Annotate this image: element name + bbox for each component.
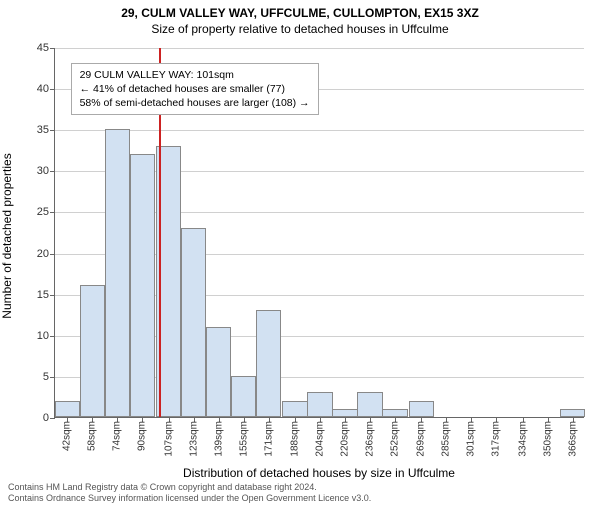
xtick-label: 220sqm	[339, 421, 350, 457]
ytick-mark	[50, 171, 55, 172]
xtick-label: 171sqm	[263, 421, 274, 457]
ytick-mark	[50, 48, 55, 49]
gridline	[55, 48, 584, 49]
histogram-bar	[307, 392, 332, 417]
ytick-mark	[50, 130, 55, 131]
xtick-label: 285sqm	[441, 421, 452, 457]
xtick-label: 107sqm	[163, 421, 174, 457]
xtick-label: 236sqm	[364, 421, 375, 457]
ytick-label: 10	[37, 330, 49, 342]
xtick-label: 269sqm	[416, 421, 427, 457]
histogram-bar	[105, 129, 130, 417]
histogram-bar	[206, 327, 231, 417]
ytick-label: 25	[37, 206, 49, 218]
xtick-label: 58sqm	[87, 421, 98, 451]
ytick-mark	[50, 418, 55, 419]
ytick-mark	[50, 377, 55, 378]
ytick-label: 0	[43, 412, 49, 424]
ytick-mark	[50, 212, 55, 213]
histogram-bar	[55, 401, 80, 417]
chart-title-sub: Size of property relative to detached ho…	[0, 22, 600, 36]
xtick-label: 74sqm	[112, 421, 123, 451]
chart-title-main: 29, CULM VALLEY WAY, UFFCULME, CULLOMPTO…	[0, 6, 600, 20]
footer-line: Contains HM Land Registry data © Crown c…	[8, 482, 371, 493]
histogram-bar	[409, 401, 434, 417]
histogram-bar	[130, 154, 155, 417]
xtick-label: 301sqm	[466, 421, 477, 457]
chart-area: 05101520253035404542sqm58sqm74sqm90sqm10…	[54, 48, 584, 418]
footer-line: Contains Ordnance Survey information lic…	[8, 493, 371, 504]
ytick-label: 40	[37, 83, 49, 95]
ytick-label: 45	[37, 42, 49, 54]
histogram-bar	[181, 228, 206, 417]
xtick-label: 334sqm	[517, 421, 528, 457]
ytick-mark	[50, 295, 55, 296]
histogram-bar	[256, 310, 281, 417]
info-box-line: ← 41% of detached houses are smaller (77…	[80, 82, 310, 96]
info-box-line: 29 CULM VALLEY WAY: 101sqm	[80, 68, 310, 82]
xtick-label: 252sqm	[389, 421, 400, 457]
info-box: 29 CULM VALLEY WAY: 101sqm← 41% of detac…	[71, 63, 319, 116]
histogram-bar	[382, 409, 407, 417]
xtick-label: 188sqm	[290, 421, 301, 457]
chart-container: 29, CULM VALLEY WAY, UFFCULME, CULLOMPTO…	[0, 6, 600, 506]
ytick-mark	[50, 254, 55, 255]
xtick-label: 42sqm	[62, 421, 73, 451]
xtick-label: 155sqm	[238, 421, 249, 457]
histogram-bar	[560, 409, 585, 417]
histogram-bar	[80, 285, 105, 417]
xtick-label: 139sqm	[213, 421, 224, 457]
gridline	[55, 130, 584, 131]
ytick-label: 35	[37, 124, 49, 136]
histogram-bar	[332, 409, 357, 417]
ytick-label: 15	[37, 289, 49, 301]
ytick-mark	[50, 336, 55, 337]
histogram-bar	[282, 401, 307, 417]
y-axis-title: Number of detached properties	[0, 153, 14, 318]
histogram-bar	[357, 392, 382, 417]
histogram-bar	[231, 376, 256, 417]
xtick-label: 366sqm	[567, 421, 578, 457]
xtick-label: 123sqm	[188, 421, 199, 457]
xtick-label: 204sqm	[315, 421, 326, 457]
ytick-mark	[50, 89, 55, 90]
ytick-label: 5	[43, 371, 49, 383]
footer-attribution: Contains HM Land Registry data © Crown c…	[8, 482, 371, 504]
x-axis-title: Distribution of detached houses by size …	[54, 466, 584, 480]
plot-area: 05101520253035404542sqm58sqm74sqm90sqm10…	[54, 48, 584, 418]
xtick-label: 90sqm	[137, 421, 148, 451]
ytick-label: 30	[37, 165, 49, 177]
ytick-label: 20	[37, 248, 49, 260]
xtick-label: 350sqm	[542, 421, 553, 457]
xtick-label: 317sqm	[491, 421, 502, 457]
info-box-line: 58% of semi-detached houses are larger (…	[80, 96, 310, 110]
